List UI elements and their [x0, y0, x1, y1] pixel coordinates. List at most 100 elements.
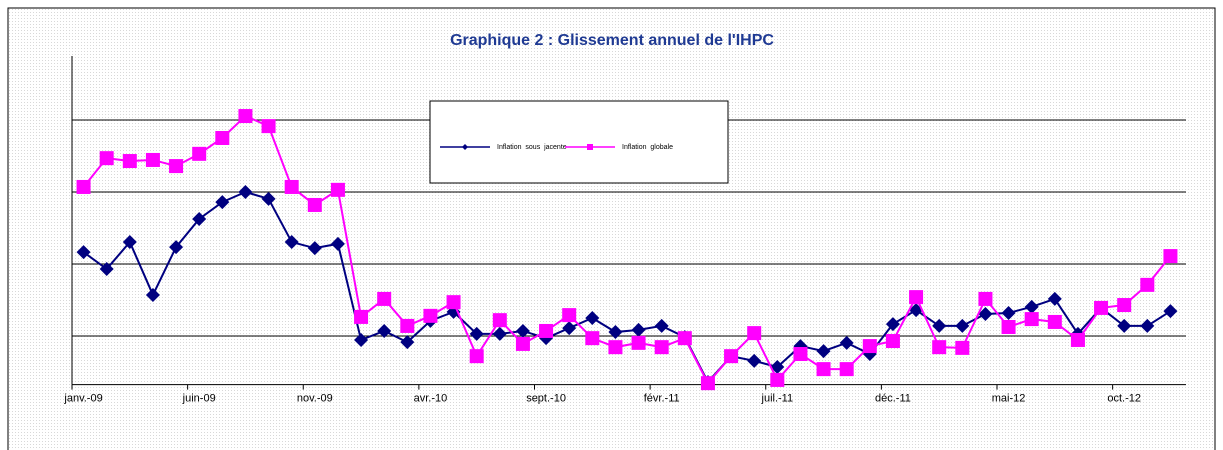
point: [1070, 332, 1085, 347]
point: [885, 317, 900, 332]
point: [1163, 249, 1178, 264]
point: [354, 309, 369, 324]
point: [492, 326, 507, 341]
point: [932, 340, 947, 355]
point: [932, 318, 947, 333]
point: [747, 326, 762, 341]
point: [816, 344, 831, 359]
point: [400, 318, 415, 333]
x-tick-label: oct.-12: [1107, 393, 1141, 405]
point: [608, 340, 623, 355]
legend-box: [429, 100, 729, 184]
point: [215, 195, 230, 210]
point: [978, 307, 993, 322]
point: [99, 151, 114, 166]
point: [793, 347, 808, 361]
point: [1117, 298, 1132, 313]
point: [631, 335, 646, 350]
point: [284, 179, 299, 194]
point: [677, 331, 692, 346]
point: [238, 185, 253, 199]
point: [1047, 314, 1062, 329]
point: [955, 318, 970, 333]
point: [169, 240, 184, 255]
point: [76, 179, 91, 194]
point: [192, 146, 207, 161]
point: [1163, 304, 1178, 319]
point: [585, 331, 600, 346]
point: [747, 353, 762, 368]
point: [955, 340, 970, 355]
point: [169, 159, 184, 174]
chart-title: Graphique 2 : Glissement annuel de l'IHP…: [450, 32, 774, 49]
legend-label: Inflation globale: [622, 144, 673, 151]
point: [515, 336, 530, 351]
point: [1024, 312, 1039, 327]
point: [770, 359, 785, 374]
point: [330, 182, 345, 197]
legend-marker: [587, 144, 593, 150]
point: [631, 322, 646, 337]
point: [724, 349, 739, 364]
point: [839, 335, 854, 350]
point: [654, 318, 669, 333]
point: [354, 332, 369, 347]
x-tick-label: févr.-11: [644, 393, 680, 405]
point: [1001, 320, 1016, 334]
plot-area: janv.-09 juin-09 nov.-09 avr.-10 sept.-10 fév…: [63, 56, 1186, 405]
legend: Inflation sous jacente Inflation globale: [440, 144, 673, 151]
point: [469, 349, 484, 364]
point: [862, 339, 877, 354]
point: [76, 245, 91, 260]
point: [1140, 277, 1155, 292]
x-tick-label: mai-12: [992, 393, 1026, 405]
x-tick-label: déc.-11: [875, 393, 911, 405]
point: [377, 323, 392, 338]
legend-label: Inflation sous jacente: [497, 144, 567, 151]
point: [192, 212, 207, 226]
point: [978, 291, 993, 306]
point: [885, 334, 900, 349]
point: [261, 191, 276, 206]
x-tick-label: juin-09: [182, 393, 216, 405]
point: [145, 287, 160, 302]
chart-frame: [7, 7, 1216, 450]
point: [562, 308, 577, 323]
legend-marker: [462, 144, 468, 150]
point: [330, 236, 345, 251]
point: [122, 235, 137, 250]
point: [1140, 318, 1155, 333]
point: [770, 372, 785, 387]
point: [909, 290, 924, 305]
point: [261, 119, 276, 134]
point: [539, 323, 554, 338]
x-tick-label: juil.-11: [761, 393, 794, 405]
point: [1001, 305, 1016, 320]
point: [284, 235, 299, 250]
point: [99, 262, 114, 277]
point: [654, 340, 669, 355]
point: [307, 241, 322, 256]
point: [562, 321, 577, 336]
point: [423, 308, 438, 323]
x-tick-label: nov.-09: [297, 393, 333, 405]
point: [400, 335, 415, 350]
point: [839, 362, 854, 377]
point: [700, 376, 715, 391]
point: [515, 323, 530, 338]
point: [307, 197, 322, 212]
point: [1047, 291, 1062, 306]
point: [377, 291, 392, 306]
x-tick-label: avr.-10: [414, 393, 448, 405]
point: [608, 325, 623, 340]
point: [1094, 300, 1109, 315]
point: [1024, 299, 1039, 314]
point: [469, 326, 484, 341]
x-tick-label: janv.-09: [63, 393, 102, 405]
point: [215, 131, 230, 145]
point: [122, 154, 137, 169]
x-tick-label: sept.-10: [526, 393, 566, 405]
point: [585, 311, 600, 325]
